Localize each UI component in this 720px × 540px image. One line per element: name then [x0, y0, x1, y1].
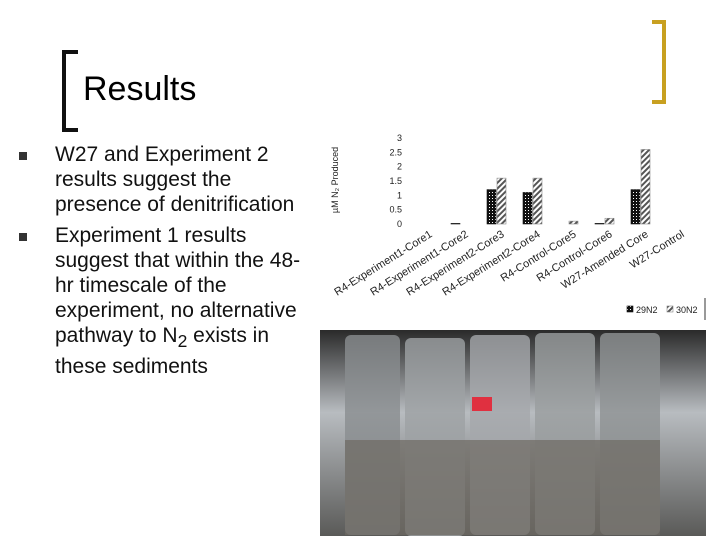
- photo: [320, 330, 706, 536]
- y-tick-label: 0.5: [389, 205, 402, 215]
- right-bracket: [652, 20, 666, 104]
- legend-swatch: [626, 305, 634, 313]
- bar: [630, 189, 641, 225]
- bullet-text: exists in these sediments: [55, 324, 270, 379]
- bullet: Experiment 1 results suggest that within…: [19, 223, 305, 379]
- slide-title: Results: [83, 70, 197, 108]
- y-tick-label: 2: [397, 162, 402, 172]
- bullet-list: W27 and Experiment 2 results suggest the…: [19, 142, 305, 385]
- bar: [496, 177, 507, 225]
- left-bracket: [62, 50, 78, 132]
- legend-swatch: [666, 305, 674, 313]
- subscript: 2: [177, 331, 188, 352]
- y-tick-label: 1.5: [389, 176, 402, 186]
- y-tick-label: 2.5: [389, 147, 402, 157]
- legend-label: 29N2: [636, 305, 658, 315]
- bullet: W27 and Experiment 2 results suggest the…: [19, 142, 305, 217]
- y-tick-label: 3: [397, 133, 402, 143]
- y-axis-label: µM N₂ Produced: [330, 147, 340, 213]
- bullet-text: W27 and Experiment 2 results suggest the…: [55, 143, 295, 216]
- bullet-text: Experiment 1 results suggest that within…: [55, 224, 301, 347]
- y-tick-label: 0: [397, 219, 402, 229]
- bar: [568, 220, 579, 225]
- bar: [450, 223, 461, 225]
- chart: µM N₂ Produced00.511.522.53R4-Experiment…: [330, 133, 706, 320]
- bar: [604, 217, 615, 225]
- y-tick-label: 1: [397, 190, 402, 200]
- legend-label: 30N2: [676, 305, 698, 315]
- bar: [594, 223, 605, 225]
- bar: [486, 189, 497, 225]
- bar: [532, 177, 543, 225]
- bar: [522, 192, 533, 225]
- bar: [640, 149, 651, 225]
